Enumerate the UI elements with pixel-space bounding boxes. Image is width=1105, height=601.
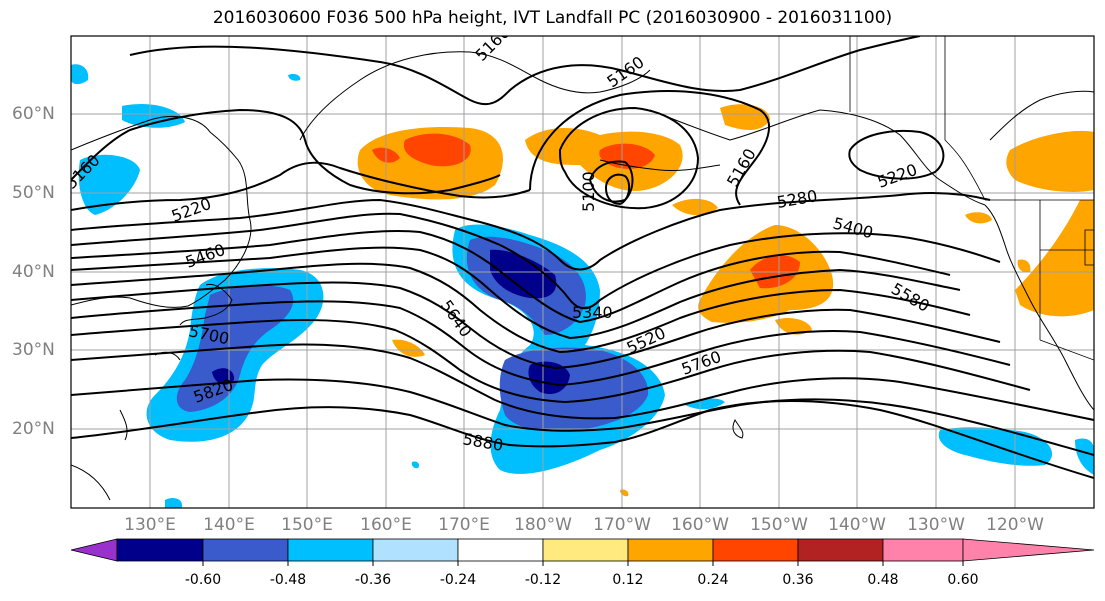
contour-5160-arctic xyxy=(129,36,921,106)
lon-label: 160°E xyxy=(360,515,412,535)
colorbar-segment xyxy=(287,538,374,562)
colorbar-segment xyxy=(116,538,204,562)
colorbar-segment xyxy=(882,538,964,562)
colorbar-segment xyxy=(457,538,544,562)
contour-5880 xyxy=(71,400,1094,479)
lat-label: 60°N xyxy=(12,104,55,124)
contour-5460 xyxy=(71,246,961,340)
contour-5160-west xyxy=(71,108,501,195)
political-borders xyxy=(849,36,1094,361)
contour-5640 xyxy=(71,300,1011,387)
lat-label: 40°N xyxy=(12,262,55,282)
ivt-shading xyxy=(71,64,1094,508)
colorbar-tick-label: -0.48 xyxy=(269,572,307,588)
lon-label: 150°W xyxy=(750,515,808,535)
contour-5580 xyxy=(71,281,1001,370)
colorbar-segment xyxy=(372,538,459,562)
contour-5220-west xyxy=(71,161,531,211)
lon-label: 170°E xyxy=(438,515,490,535)
colorbar-extend-low xyxy=(70,538,118,562)
colorbar-segment xyxy=(627,538,714,562)
colorbar-tick-label: -0.12 xyxy=(524,572,562,588)
lon-label: 140°E xyxy=(203,515,255,535)
contour-5220-alaska xyxy=(848,129,945,180)
lon-label: 120°W xyxy=(986,515,1044,535)
lon-label: 150°E xyxy=(281,515,333,535)
colorbar-tick-label: -0.36 xyxy=(354,572,392,588)
colorbar-tick-label: 0.60 xyxy=(947,572,979,588)
lon-label: 180°W xyxy=(514,515,572,535)
colorbar-extend-high xyxy=(962,538,1095,562)
colorbar-segment xyxy=(202,538,289,562)
lon-label: 140°W xyxy=(828,515,886,535)
contour-5160-alaska xyxy=(529,90,770,206)
map-title: 2016030600 F036 500 hPa height, IVT Land… xyxy=(212,8,893,28)
contour-label: 5340 xyxy=(572,303,613,322)
lon-label: 160°W xyxy=(671,515,729,535)
lat-label: 20°N xyxy=(12,419,55,439)
contour-5520 xyxy=(71,262,971,354)
lat-label: 30°N xyxy=(12,340,55,360)
lon-label: 170°W xyxy=(593,515,651,535)
colorbar-segment xyxy=(542,538,629,562)
lon-label: 130°E xyxy=(124,515,176,535)
contour-5700 xyxy=(71,319,1031,404)
contour-5400 xyxy=(71,229,951,324)
colorbar-tick-label: 0.48 xyxy=(867,572,899,588)
contour-label: 5100 xyxy=(579,171,598,212)
positive-anomaly-westcoast xyxy=(1006,130,1094,192)
colorbar xyxy=(70,538,1095,566)
colorbar-tick-label: 0.24 xyxy=(697,572,729,588)
map-frame xyxy=(70,35,1095,509)
colorbar-tick-label: 0.36 xyxy=(782,572,814,588)
colorbar-tick-label: 0.12 xyxy=(612,572,644,588)
colorbar-tick-label: -0.24 xyxy=(439,572,477,588)
contour-5820 xyxy=(71,378,1094,456)
lat-label: 50°N xyxy=(12,183,55,203)
contour-5340 xyxy=(71,212,1001,310)
colorbar-segment xyxy=(712,538,799,562)
contour-5760 xyxy=(71,343,1094,421)
contour-5280 xyxy=(71,191,991,271)
contour-5100-low xyxy=(558,106,700,210)
height-contours xyxy=(71,36,1094,479)
colorbar-tick-label: -0.60 xyxy=(184,572,222,588)
lon-label: 130°W xyxy=(907,515,965,535)
colorbar-segment xyxy=(797,538,884,562)
